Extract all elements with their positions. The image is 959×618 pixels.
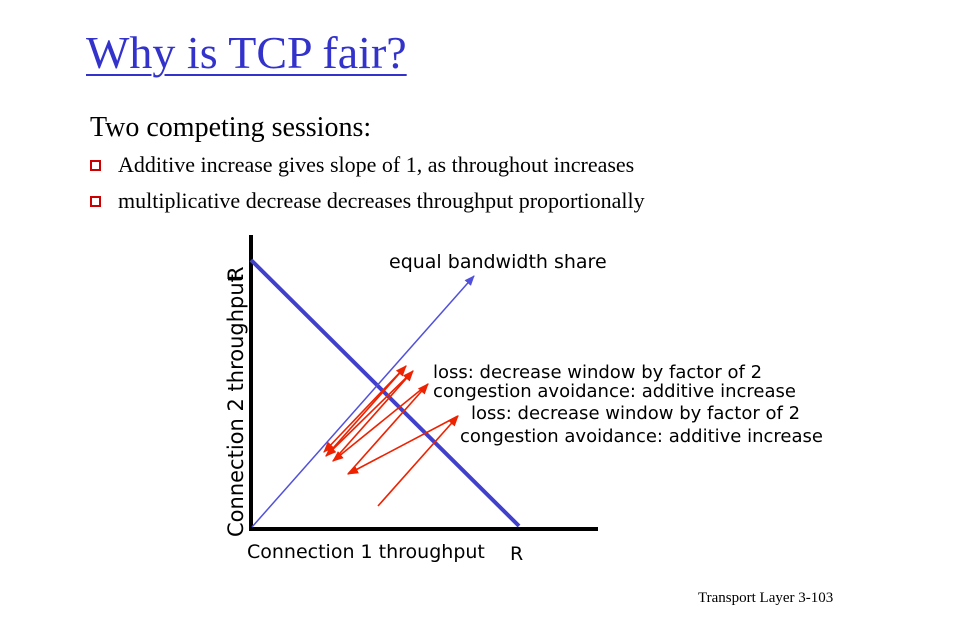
bullet-item: multiplicative decrease decreases throug… xyxy=(90,188,645,214)
trajectory-segment xyxy=(332,370,414,462)
equal-share-line xyxy=(251,275,475,528)
equal-share-label: equal bandwidth share xyxy=(389,251,607,273)
bullet-box-icon xyxy=(90,160,101,171)
bullet-item: Additive increase gives slope of 1, as t… xyxy=(90,152,634,178)
trajectory-segment xyxy=(323,365,407,453)
trajectory xyxy=(323,365,459,507)
slide-footer: Transport Layer 3-103 xyxy=(698,590,834,606)
slide-title: Why is TCP fair? xyxy=(86,27,407,78)
trajectory-segment xyxy=(332,383,429,462)
trajectory-segment xyxy=(347,383,429,475)
annotation-congestion-avoidance: congestion avoidance: additive increase xyxy=(460,426,823,447)
annotation-loss: loss: decrease window by factor of 2 xyxy=(433,362,762,383)
trajectory-segment xyxy=(325,370,414,457)
intro-text: Two competing sessions: xyxy=(90,112,372,143)
annotation-congestion-avoidance: congestion avoidance: additive increase xyxy=(433,381,796,402)
trajectory-segment xyxy=(347,415,459,475)
x-max-label: R xyxy=(510,543,523,565)
bullet-text: multiplicative decrease decreases throug… xyxy=(118,188,645,213)
bullet-box-icon xyxy=(90,196,101,207)
trajectory-segment xyxy=(377,415,459,507)
annotation-loss: loss: decrease window by factor of 2 xyxy=(471,403,800,424)
x-axis-label: Connection 1 throughput xyxy=(247,541,485,563)
full-utilization-line xyxy=(249,258,521,528)
y-max-label: R xyxy=(224,266,248,281)
y-axis-label: Connection 2 throughput xyxy=(224,274,248,537)
bullet-text: Additive increase gives slope of 1, as t… xyxy=(118,152,635,177)
